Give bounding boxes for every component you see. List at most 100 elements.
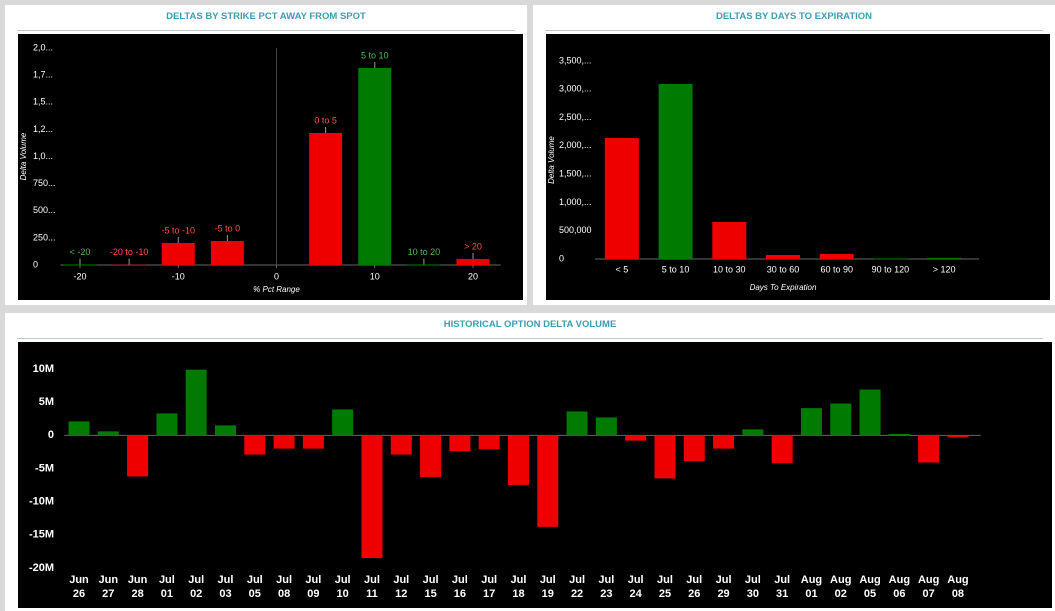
x-tick-label: 10 — [370, 271, 380, 281]
bar-label: 0 to 5 — [314, 115, 337, 125]
x-tick-label: 18 — [512, 588, 524, 600]
bar — [302, 435, 324, 449]
bar — [407, 264, 441, 266]
bar — [595, 417, 617, 436]
bar — [888, 434, 910, 436]
bar-label: -5 to 0 — [215, 223, 241, 233]
bar — [332, 409, 354, 436]
bar-label: > 20 — [464, 241, 482, 251]
panel-title: HISTORICAL OPTION DELTA VOLUME — [443, 319, 617, 330]
x-tick-label: 10 — [337, 588, 349, 600]
y-tick-label: -5M — [35, 462, 54, 474]
x-tick-label: 30 — [747, 588, 759, 600]
chart: 0 500,000 1,000,... 1,500,... 2,000,... 2,500… — [546, 34, 1050, 300]
y-tick-label: -20M — [29, 562, 54, 574]
y-tick-label: 3,000,... — [559, 84, 592, 94]
x-tick-label: Jul — [335, 574, 351, 586]
bar — [358, 67, 392, 265]
bar — [97, 431, 119, 436]
y-tick-label: 750... — [33, 178, 56, 188]
x-tick-label: 16 — [454, 588, 466, 600]
x-tick-label: Aug — [947, 574, 968, 586]
x-tick-label: 11 — [366, 588, 378, 600]
x-tick-label: -10 — [172, 271, 185, 281]
bar — [361, 435, 383, 559]
x-tick-label: 26 — [73, 588, 85, 600]
bar — [918, 435, 940, 463]
chart: 0 250... 500... 750... 1,0... 1,2... 1,5... 1,7… — [18, 34, 523, 300]
bar — [742, 429, 764, 436]
x-tick-label: 24 — [630, 588, 643, 600]
x-tick-label: Aug — [830, 574, 851, 586]
x-tick-label: Jul — [686, 574, 702, 586]
chart: -20M -15M -10M -5M 0 5M 10M Jun 26 Jun 27 Jun 28 Jul 0… — [18, 342, 1052, 608]
y-tick-label: 1,2... — [33, 124, 53, 134]
bar — [819, 254, 854, 259]
x-tick-label: Jul — [628, 574, 644, 586]
x-tick-label: Jul — [452, 574, 468, 586]
y-tick-label: 5M — [39, 396, 54, 408]
x-tick-label: 5 to 10 — [662, 264, 690, 274]
x-tick-label: 19 — [542, 588, 554, 600]
x-tick-label: Jul — [159, 574, 175, 586]
bar — [449, 435, 471, 452]
x-tick-label: 15 — [424, 588, 436, 600]
x-tick-label: Jun — [128, 574, 148, 586]
x-tick-label: Aug — [801, 574, 822, 586]
x-tick-label: 09 — [307, 588, 319, 600]
y-tick-label: 1,5... — [33, 97, 53, 107]
y-tick-label: 0 — [48, 429, 54, 441]
bar — [927, 257, 962, 259]
bar — [63, 264, 97, 266]
x-tick-label: Jul — [598, 574, 614, 586]
bar — [830, 403, 852, 436]
bar-label: -20 to -10 — [110, 247, 149, 257]
bar — [654, 435, 676, 479]
y-axis-title: Delta Volume — [547, 136, 556, 184]
x-tick-label: 08 — [952, 588, 964, 600]
bar — [420, 435, 442, 478]
bar — [127, 435, 149, 477]
x-tick-label: Aug — [889, 574, 910, 586]
x-tick-label: 02 — [190, 588, 202, 600]
bar-label: 10 to 20 — [408, 247, 441, 257]
x-tick-label: Jul — [511, 574, 527, 586]
bar — [161, 242, 195, 265]
bar — [625, 435, 647, 441]
y-tick-label: 1,500,... — [559, 169, 592, 179]
x-tick-label: 10 to 30 — [713, 264, 746, 274]
x-tick-label: Jul — [218, 574, 234, 586]
y-tick-label: 2,000,... — [559, 140, 592, 150]
panel-title: DELTAS BY DAYS TO EXPIRATION — [715, 11, 873, 22]
x-tick-label: Aug — [918, 574, 939, 586]
bar — [210, 241, 244, 265]
x-tick-label: Jul — [716, 574, 732, 586]
x-tick-label: 22 — [571, 588, 583, 600]
x-tick-label: Jun — [99, 574, 119, 586]
x-tick-label: Jul — [247, 574, 263, 586]
x-axis-title: Days To Expiration — [750, 283, 817, 292]
bar — [873, 258, 908, 260]
x-tick-label: 0 — [274, 271, 279, 281]
bar — [566, 411, 588, 436]
x-tick-label: 29 — [717, 588, 729, 600]
bar — [273, 435, 295, 449]
x-tick-label: 05 — [864, 588, 876, 600]
bar — [713, 435, 735, 449]
x-tick-label: 26 — [688, 588, 700, 600]
x-tick-label: Jul — [364, 574, 380, 586]
bar-label: 5 to 10 — [361, 50, 389, 60]
y-tick-label: 1,7... — [33, 70, 53, 80]
y-tick-label: -15M — [29, 529, 54, 541]
y-tick-label: 500,000 — [559, 225, 592, 235]
bar — [185, 369, 207, 436]
x-tick-label: < 5 — [615, 264, 628, 274]
bar — [537, 435, 559, 527]
bar — [658, 84, 693, 259]
bar — [947, 435, 969, 438]
y-tick-label: 1,0... — [33, 151, 53, 161]
y-tick-label: 0 — [33, 259, 38, 269]
x-tick-label: 12 — [395, 588, 407, 600]
bar — [244, 435, 266, 455]
x-tick-label: 60 to 90 — [820, 264, 853, 274]
